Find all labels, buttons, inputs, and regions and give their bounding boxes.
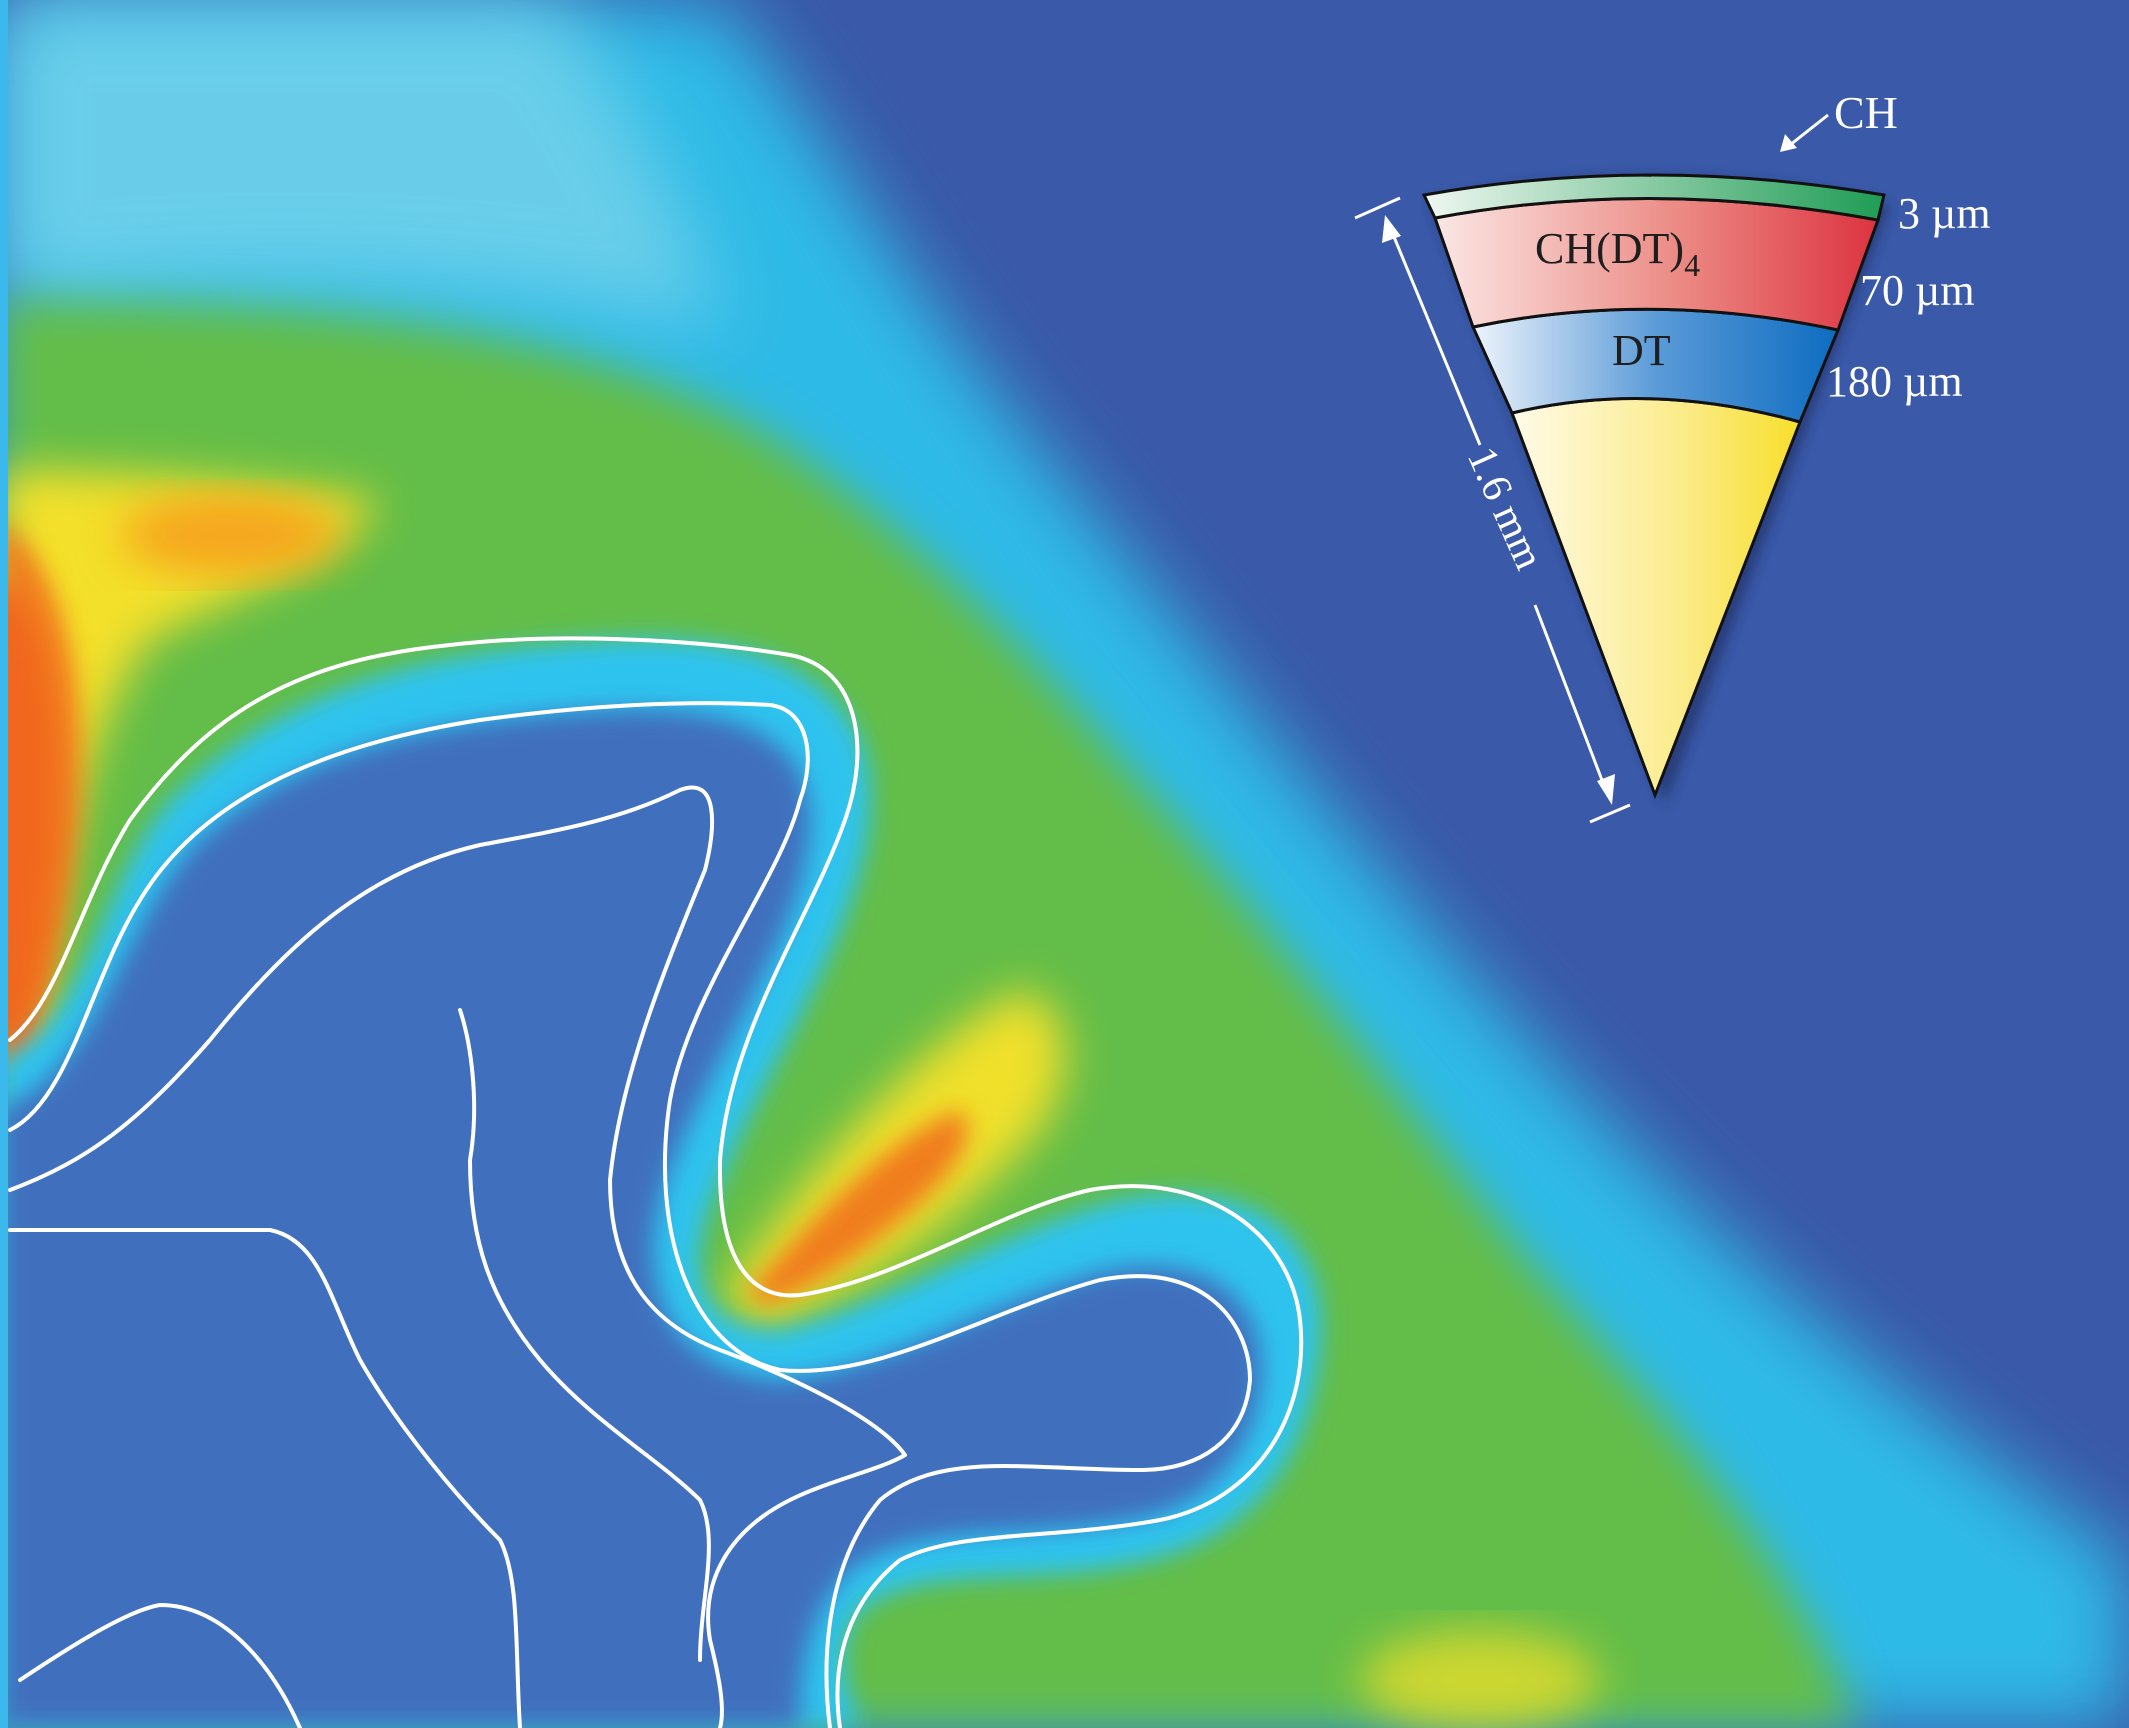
label-dt: DT	[1612, 326, 1671, 375]
arrowhead-top	[1382, 215, 1401, 243]
label-chdt4: CH(DT)4	[1535, 224, 1700, 283]
tick-top	[1354, 196, 1401, 220]
ch-arrow	[1780, 113, 1829, 152]
label-thickness-outer: 3 µm	[1898, 189, 1991, 238]
dim-line-upper	[1390, 231, 1482, 446]
contour-line-1	[8, 636, 1304, 1728]
interior-blue	[0, 709, 1262, 1728]
contour-line-3	[8, 785, 907, 1728]
layer-ch	[1421, 173, 1886, 222]
contour-line-2	[8, 701, 1252, 1728]
arrowhead-bottom	[1597, 774, 1615, 805]
yellow-zone-top	[0, 470, 380, 1050]
yellow-spot-bottom	[1360, 1630, 1600, 1728]
label-thickness-layer2: 180 µm	[1826, 357, 1963, 406]
pale-cyan-region	[0, 0, 720, 330]
contour-line-4	[8, 1228, 522, 1728]
dim-line-lower	[1533, 604, 1607, 789]
left-edge-strip	[0, 0, 8, 1728]
contour-lines	[8, 636, 1304, 1728]
radius-dimension	[1354, 196, 1631, 824]
contour-line-5	[458, 1008, 711, 1662]
orange-spot-top	[120, 495, 340, 575]
label-thickness-layer1: 70 µm	[1860, 266, 1975, 315]
label-ch: CH	[1834, 87, 1898, 138]
contour-line-6	[18, 1603, 302, 1728]
tick-bottom	[1589, 803, 1631, 824]
orange-spike-mid	[750, 1110, 968, 1305]
target-schematic: CH(DT)4 DT CH 3 µm 70 µm 180 µm 1.6 mm	[1354, 87, 1991, 824]
orange-zone-left	[0, 520, 82, 1070]
